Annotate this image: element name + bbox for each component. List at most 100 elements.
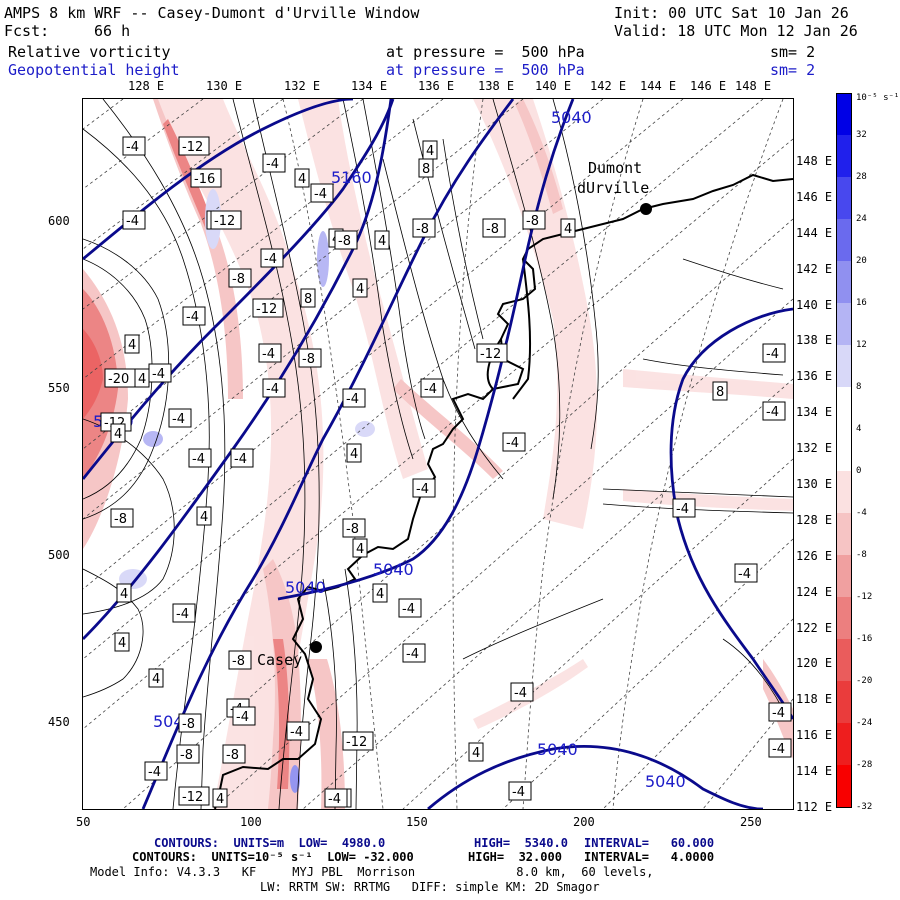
x-tick-50: 50 (76, 815, 91, 829)
colorbar-swatch (836, 387, 852, 429)
svg-text:4: 4 (298, 172, 306, 187)
svg-text:-8: -8 (346, 522, 359, 537)
colorbar-label: 16 (856, 298, 867, 308)
svg-text:4: 4 (376, 587, 384, 602)
svg-text:-4: -4 (772, 742, 785, 757)
top-longitude-label: 144 E (640, 79, 677, 93)
right-longitude-label: 132 E (796, 441, 833, 456)
colorbar-swatch (836, 93, 852, 136)
vorticity-label: -4 (230, 448, 254, 468)
svg-text:-4: -4 (314, 187, 327, 202)
vorticity-label: -4 (188, 448, 212, 468)
map-panel[interactable]: 5040 5160 5100 5040 5040 5040 5040 5040 … (82, 98, 794, 810)
vorticity-label: -12 (178, 136, 210, 156)
vorticity-label: -4 (262, 378, 286, 398)
colorbar-swatch (836, 513, 852, 555)
top-longitude-label: 146 E (690, 79, 727, 93)
right-longitude-label: 120 E (796, 656, 833, 671)
colorbar-swatch (836, 429, 852, 471)
svg-text:-8: -8 (416, 222, 429, 237)
height-contours (83, 99, 793, 809)
vorticity-label: -8 (342, 518, 366, 538)
vorticity-labels: -4 -12 -16 4 -4 -12 -4 4 -4 -8 -12 -8 -4 4 8 4 4 -4 4 -8 4 -2… (100, 136, 792, 808)
colorbar-label: -4 (856, 508, 867, 518)
height-label: 5040 (551, 108, 592, 127)
vorticity-label: -8 (178, 713, 202, 733)
field-1-level: at pressure = 500 hPa (386, 43, 585, 61)
vorticity-label: -4 (734, 563, 758, 583)
casey-marker[interactable] (310, 641, 322, 653)
height-label: 5040 (645, 772, 686, 791)
vorticity-label: 4 (352, 278, 368, 298)
vorticity-label: -4 (412, 478, 436, 498)
svg-text:-12: -12 (256, 302, 277, 317)
colorbar-label: -24 (856, 718, 873, 728)
right-longitude-label: 128 E (796, 512, 833, 527)
svg-text:-8: -8 (232, 272, 245, 287)
svg-text:-4: -4 (772, 706, 785, 721)
vorticity-label: -8 (522, 210, 546, 230)
colorbar-swatch (836, 219, 852, 261)
vorticity-label: -20 (104, 368, 136, 388)
colorbar: 10⁻⁵ s⁻¹ 32 28 24 20 16 12 8 4 0 -4 -8 -12 -16 -20 -24… (836, 93, 900, 813)
top-longitude-label: 142 E (590, 79, 627, 93)
vorticity-label: -4 (172, 603, 196, 623)
vorticity-label: 4 (114, 632, 130, 652)
vorticity-label: -4 (286, 721, 310, 741)
vorticity-label: -8 (298, 348, 322, 368)
height-label: 5040 (537, 740, 578, 759)
model-info: Model Info: V4.3.3 KF MYJ PBL Morrison 8… (90, 865, 654, 879)
vorticity-label: -4 (510, 682, 534, 702)
forecast-label: Fcst: (4, 22, 50, 40)
vorticity-label: 4 (294, 168, 310, 188)
svg-text:-8: -8 (226, 748, 239, 763)
svg-text:-4: -4 (328, 792, 341, 807)
colorbar-label: 24 (856, 214, 867, 224)
vorticity-contour-info: CONTOURS: UNITS=10⁻⁵ s⁻¹ LOW= -32.000 (132, 850, 414, 864)
right-longitude-label: 130 E (796, 477, 833, 491)
colorbar-label: 8 (856, 382, 862, 392)
svg-text:4: 4 (128, 338, 136, 353)
vorticity-label: -4 (232, 706, 256, 726)
vorticity-label: -8 (110, 508, 134, 528)
vorticity-label: -4 (508, 781, 532, 801)
y-tick-450: 450 (48, 715, 70, 729)
colorbar-label: 4 (856, 424, 862, 434)
vorticity-label: -8 (334, 230, 358, 250)
svg-text:-8: -8 (486, 222, 499, 237)
top-longitude-label: 148 E (735, 79, 772, 93)
height-contour-high: HIGH= 5340.0 (474, 836, 568, 850)
dumont-durville-marker[interactable] (640, 203, 652, 215)
svg-text:-4: -4 (676, 502, 689, 517)
x-tick-150: 150 (406, 815, 428, 829)
top-longitude-label: 128 E (128, 79, 165, 93)
svg-text:-8: -8 (302, 352, 315, 367)
field-1-name: Relative vorticity (8, 43, 171, 61)
colorbar-label: 28 (856, 172, 867, 182)
svg-text:-4: -4 (266, 382, 279, 397)
y-tick-500: 500 (48, 548, 70, 562)
right-longitude-label: 124 E (796, 584, 833, 599)
x-tick-100: 100 (240, 815, 262, 829)
svg-text:-4: -4 (192, 452, 205, 467)
svg-text:-8: -8 (114, 512, 127, 527)
vorticity-label: 4 (560, 218, 576, 238)
vorticity-label: 4 (110, 423, 126, 443)
vorticity-label: -4 (122, 210, 146, 230)
svg-text:4: 4 (120, 587, 128, 602)
svg-text:4: 4 (152, 672, 160, 687)
vorticity-label: 4 (468, 742, 484, 762)
y-tick-600: 600 (48, 214, 70, 228)
height-label-group: 5040 5160 5100 5040 5040 5040 5040 5040 (93, 108, 686, 791)
vorticity-label: -8 (482, 218, 506, 238)
svg-text:-8: -8 (232, 654, 245, 669)
colorbar-unit: 10⁻⁵ s⁻¹ (856, 93, 900, 103)
vorticity-label: -16 (190, 168, 222, 188)
vorticity-label: -4 (182, 306, 206, 326)
svg-text:-4: -4 (236, 710, 249, 725)
svg-text:-4: -4 (514, 686, 527, 701)
vorticity-label: 4 (148, 668, 164, 688)
svg-text:-4: -4 (512, 785, 525, 800)
svg-text:-4: -4 (262, 347, 275, 362)
svg-text:-4: -4 (738, 567, 751, 582)
